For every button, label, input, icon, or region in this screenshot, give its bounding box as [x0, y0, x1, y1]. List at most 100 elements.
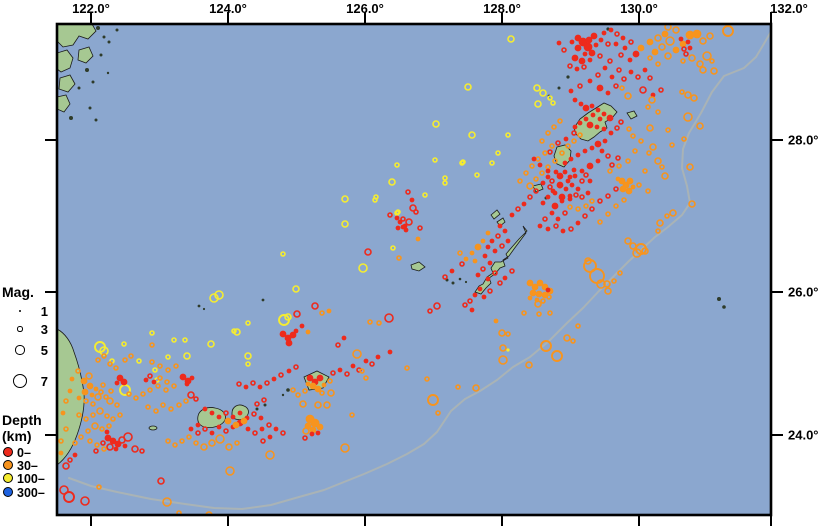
- earthquake-marker: [243, 384, 249, 390]
- earthquake-marker: [113, 446, 119, 452]
- earthquake-marker: [390, 245, 396, 251]
- earthquake-marker: [110, 416, 116, 422]
- earthquake-marker: [593, 42, 599, 48]
- earthquake-marker: [400, 216, 406, 222]
- earthquake-marker: [215, 434, 225, 444]
- earthquake-marker: [620, 35, 626, 41]
- earthquake-marker: [472, 258, 478, 264]
- earthquake-marker: [485, 276, 491, 282]
- earthquake-marker: [62, 462, 70, 470]
- earthquake-marker: [664, 52, 672, 60]
- earthquake-marker: [327, 378, 333, 384]
- land-yonaguni: [148, 425, 158, 431]
- earthquake-marker: [628, 69, 634, 75]
- earthquake-marker: [542, 216, 548, 222]
- earthquake-marker: [540, 200, 546, 206]
- earthquake-marker: [216, 424, 222, 430]
- earthquake-marker: [113, 365, 119, 371]
- earthquake-marker: [616, 163, 622, 169]
- earthquake-marker: [295, 392, 301, 398]
- earthquake-marker: [58, 438, 64, 444]
- land-iheya: [490, 209, 501, 220]
- earthquake-marker: [586, 162, 594, 170]
- earthquake-marker: [480, 266, 486, 272]
- earthquake-marker: [687, 45, 693, 51]
- earthquake-marker: [427, 394, 439, 406]
- earthquake-marker: [237, 410, 243, 416]
- earthquake-marker: [645, 188, 651, 194]
- earthquake-marker: [367, 319, 373, 325]
- earthquake-marker: [435, 410, 441, 416]
- lat-label-24: 24.0°: [788, 427, 819, 443]
- earthquake-marker: [143, 377, 149, 383]
- earthquake-marker: [172, 442, 178, 448]
- earthquake-marker: [163, 387, 169, 393]
- earthquake-marker: [614, 125, 620, 131]
- earthquake-marker: [151, 379, 157, 385]
- earthquake-marker: [202, 406, 208, 412]
- earthquake-marker: [90, 412, 96, 418]
- earthquake-marker: [67, 457, 73, 463]
- earthquake-marker: [583, 259, 597, 273]
- land-china-coast: [57, 24, 97, 113]
- earthquake-marker: [464, 83, 472, 91]
- islet-daito: [717, 297, 721, 301]
- earthquake-marker: [60, 410, 66, 416]
- earthquake-marker: [302, 388, 308, 394]
- earthquake-marker: [93, 448, 99, 454]
- earthquake-marker: [497, 223, 503, 229]
- earthquake-marker: [284, 313, 292, 321]
- earthquake-marker: [568, 88, 574, 94]
- earthquake-marker: [202, 426, 208, 432]
- earthquake-marker: [394, 215, 400, 221]
- earthquake-marker: [599, 148, 605, 154]
- earthquake-marker: [602, 138, 608, 144]
- earthquake-marker: [487, 288, 493, 294]
- earthquake-marker: [264, 380, 270, 386]
- earthquake-marker: [432, 157, 438, 163]
- earthquake-marker: [722, 25, 734, 37]
- earthquake-marker: [80, 377, 88, 385]
- earthquake-marker: [574, 66, 580, 72]
- earthquake-marker: [310, 418, 320, 428]
- earthquake-marker: [280, 430, 286, 436]
- earthquake-marker: [555, 216, 561, 222]
- earthquake-marker: [157, 363, 163, 369]
- earthquake-marker: [279, 330, 287, 338]
- magnitude-1-label: 1: [40, 304, 48, 319]
- earthquake-marker: [645, 104, 651, 110]
- earthquake-marker: [696, 122, 704, 130]
- magnitude-5-label: 5: [40, 343, 48, 358]
- earthquake-marker: [577, 83, 583, 89]
- magnitude-5-circle: [15, 345, 25, 355]
- earthquake-marker: [661, 172, 669, 180]
- earthquake-marker: [539, 170, 545, 176]
- earthquake-marker: [489, 160, 495, 166]
- earthquake-marker: [384, 313, 394, 323]
- lat-label-28: 28.0°: [788, 132, 819, 148]
- earthquake-marker: [122, 357, 128, 363]
- earthquake-marker: [91, 422, 99, 430]
- islet-senkaku: [197, 304, 201, 308]
- earthquake-marker: [622, 45, 628, 51]
- earthquake-marker: [117, 412, 123, 418]
- lon-label-124: 124.0°: [209, 1, 247, 16]
- earthquake-marker: [131, 445, 139, 453]
- earthquake-marker: [493, 318, 499, 324]
- earthquake-marker: [526, 279, 534, 287]
- earthquake-marker: [459, 261, 465, 267]
- earthquake-marker: [521, 201, 527, 207]
- earthquake-marker: [590, 112, 596, 118]
- earthquake-marker: [545, 168, 551, 174]
- earthquake-marker: [173, 363, 179, 369]
- earthquake-marker: [502, 228, 508, 234]
- earthquake-marker: [341, 220, 349, 228]
- earthquake-marker: [561, 47, 567, 53]
- earthquake-marker: [626, 126, 632, 132]
- earthquake-marker: [557, 118, 563, 124]
- earthquake-marker: [492, 248, 498, 254]
- earthquake-marker: [536, 279, 544, 287]
- earthquake-marker: [583, 203, 589, 209]
- earthquake-marker: [289, 331, 297, 339]
- earthquake-marker: [690, 94, 698, 102]
